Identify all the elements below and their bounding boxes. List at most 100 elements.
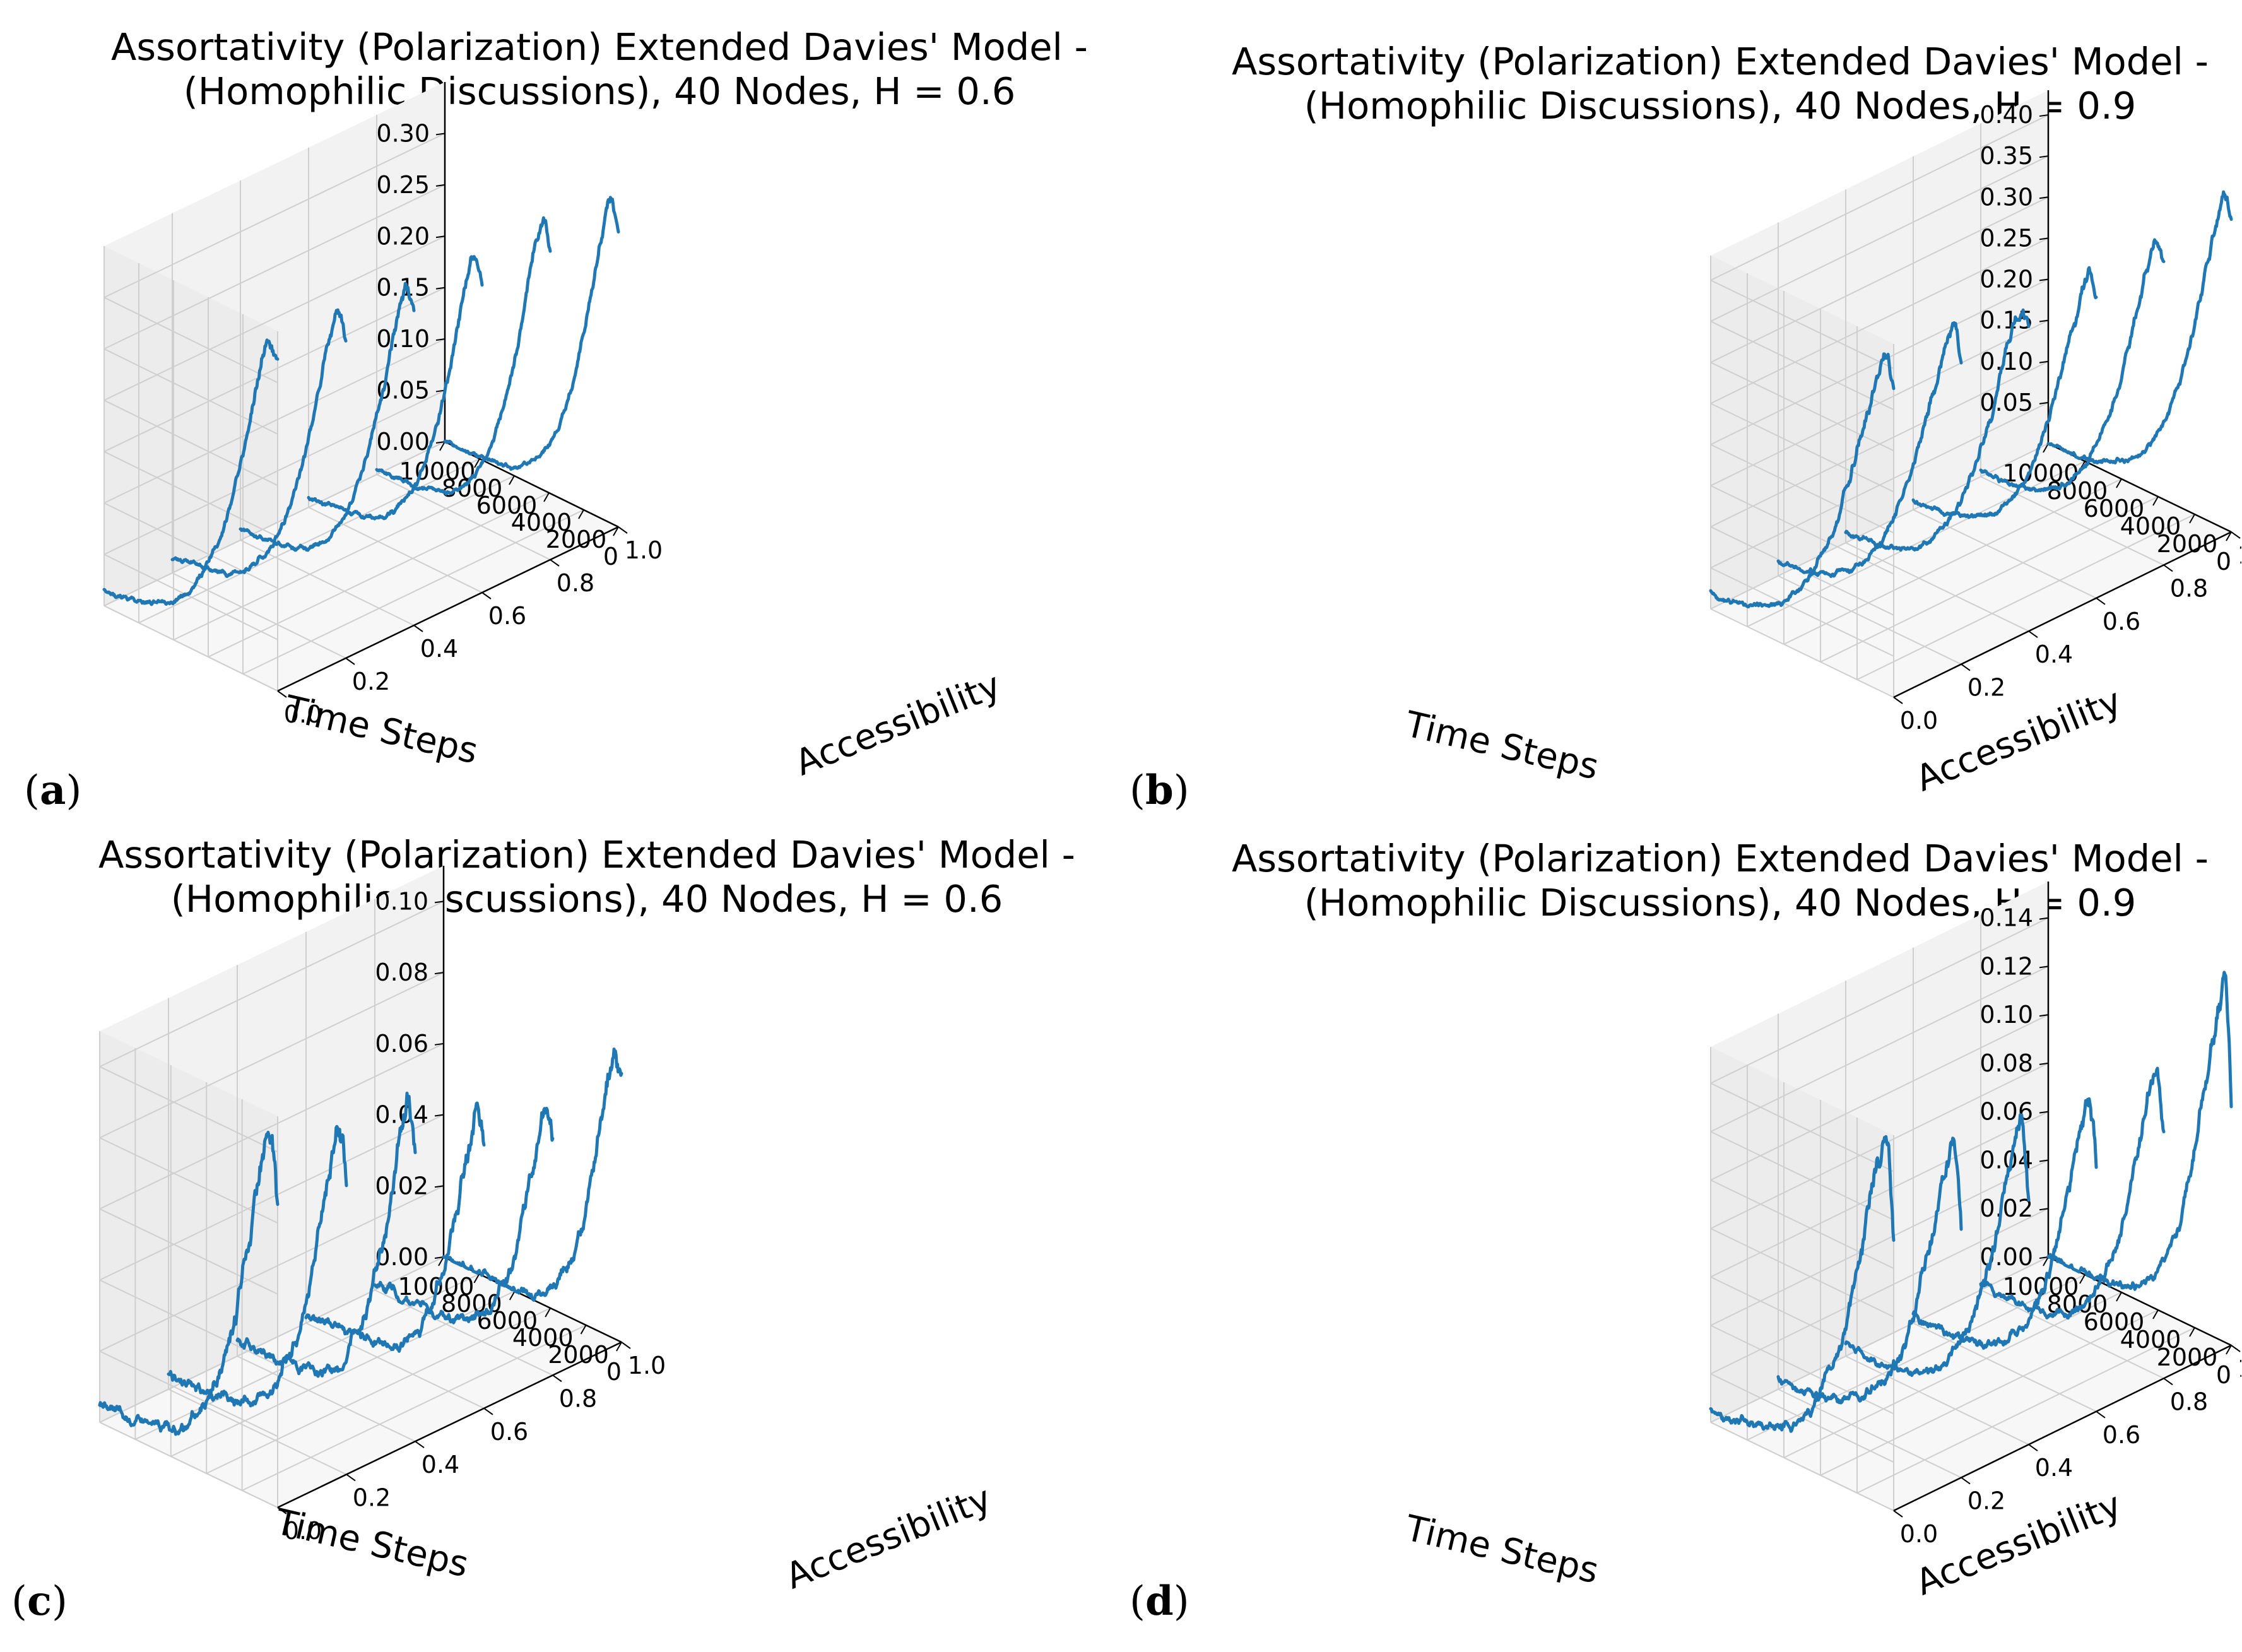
z-tick-mark [435, 338, 445, 341]
x-tick-mark [509, 1290, 516, 1301]
floor-pane [1711, 444, 2231, 697]
z-tick-label: 0.00 [376, 428, 430, 456]
grid-line [1710, 196, 2049, 363]
x-tick-mark [2116, 478, 2122, 488]
series-line-acc-0_4 [1844, 1113, 2031, 1378]
x-tick-label: 2000 [2157, 530, 2218, 558]
z-tick-mark [435, 235, 445, 239]
z-tick-mark [435, 441, 445, 444]
x-tick-label: 4000 [2120, 1326, 2181, 1354]
y-tick-mark [618, 526, 628, 534]
x-tick-label: 0 [606, 1358, 622, 1386]
z-tick-label: 0.25 [1979, 224, 2033, 252]
y-tick-label: 0.8 [2170, 1388, 2208, 1415]
y-axis-line [277, 526, 619, 692]
y-tick-label: 0.0 [284, 1517, 322, 1545]
grid-line [1710, 360, 2049, 528]
z-tick-label: 0.08 [1979, 1049, 2033, 1077]
floor-pane [100, 1257, 622, 1507]
grid-line [1710, 319, 2049, 487]
y-tick-mark [481, 592, 492, 599]
y-tick-label: 0.4 [2035, 640, 2073, 668]
z-tick-mark [434, 1114, 444, 1117]
grid-line [103, 348, 278, 435]
y-tick-label: 1.0 [2238, 541, 2241, 569]
y-tick-mark [1893, 697, 1903, 704]
z-tick-mark [2039, 401, 2049, 404]
series-line-acc-0_6 [1911, 266, 2098, 519]
z-tick-mark [2039, 278, 2049, 281]
x-tick-label: 6000 [2084, 495, 2145, 522]
series-line-acc-0_4 [239, 281, 416, 552]
grid-line [1783, 478, 2122, 645]
plot-area: 02000400060008000100001.00.80.60.40.20.0… [102, 82, 663, 728]
z-tick-mark [435, 184, 445, 187]
y-tick-mark [552, 1374, 562, 1383]
x-tick-mark [616, 1342, 622, 1352]
z-tick-label: 0.40 [1979, 101, 2033, 129]
chart-title-line2: (Homophilic Discussions), 40 Nodes, H = … [184, 69, 1015, 113]
grid-line [1710, 1227, 1894, 1318]
grid-line [1710, 321, 1894, 411]
grid-line [99, 1042, 444, 1210]
z-tick-mark [2039, 1062, 2049, 1065]
series-line-acc-0_2 [1776, 1136, 1963, 1405]
x-tick-mark [2189, 514, 2195, 524]
grid-line [99, 972, 444, 1139]
x-tick-mark [2116, 1292, 2122, 1302]
grid-line [240, 540, 415, 626]
z-tick-label: 0.12 [1979, 952, 2033, 980]
grid-line [1710, 1276, 1894, 1366]
z-tick-label: 0.10 [375, 887, 428, 915]
y-tick-label: 1.0 [2238, 1355, 2241, 1383]
y-tick-mark [277, 690, 287, 698]
z-tick-mark [2039, 196, 2049, 199]
z-tick-mark [2039, 1159, 2049, 1162]
z-tick-label: 0.35 [1979, 142, 2033, 170]
grid-line [1980, 1289, 2164, 1379]
chart-title-line1: Assortativity (Polarization) Extended Da… [111, 25, 1088, 69]
y-tick-mark [2028, 630, 2038, 639]
y-tick-mark [1961, 663, 1971, 671]
y-tick-mark [483, 1407, 493, 1415]
chart-title-line1: Assortativity (Polarization) Extended Da… [98, 833, 1075, 876]
y-tick-mark [1961, 1477, 1971, 1485]
panel-label-b: (b) [1130, 767, 1189, 814]
z-tick-mark [435, 286, 445, 290]
x-tick-label: 10000 [399, 457, 476, 485]
x-tick-label: 0 [2216, 548, 2231, 575]
grid-line [173, 475, 515, 640]
y-tick-mark [2096, 597, 2106, 605]
grid-line [103, 297, 278, 384]
grid-line [103, 451, 278, 538]
y-tick-label: 0.4 [420, 635, 458, 663]
x-tick-label: 0 [603, 543, 618, 570]
y-tick-mark [2231, 1345, 2241, 1352]
grid-line [1710, 1131, 1894, 1221]
x-tick-label: 2000 [548, 1341, 609, 1369]
z-tick-mark [434, 972, 444, 975]
series-line-acc-0_8 [1979, 1066, 2166, 1320]
z-tick-mark [2039, 155, 2049, 158]
y-axis-label: Accessibility [780, 1478, 997, 1597]
grid-line [1710, 443, 2049, 610]
z-tick-label: 0.10 [1979, 1001, 2033, 1029]
x-tick-label: 4000 [512, 1324, 574, 1352]
grid-line [1710, 485, 1894, 575]
z-tick-mark [435, 133, 445, 136]
y-tick-mark [2163, 564, 2173, 572]
chart-panel-a: Assortativity (Polarization) Extended Da… [102, 25, 1088, 784]
x-tick-mark [2043, 1256, 2049, 1266]
chart-panel-c: Assortativity (Polarization) Extended Da… [98, 833, 1075, 1598]
x-tick-label: 4000 [511, 509, 572, 536]
x-tick-label: 6000 [476, 492, 538, 519]
z-tick-mark [2039, 917, 2049, 920]
z-tick-label: 0.25 [376, 171, 430, 199]
grid-line [168, 1388, 347, 1475]
y-tick-mark [2096, 1410, 2106, 1419]
z-tick-label: 0.02 [375, 1172, 428, 1200]
grid-line [1710, 444, 1894, 534]
grid-line [208, 492, 550, 658]
x-axis-line [444, 440, 619, 528]
